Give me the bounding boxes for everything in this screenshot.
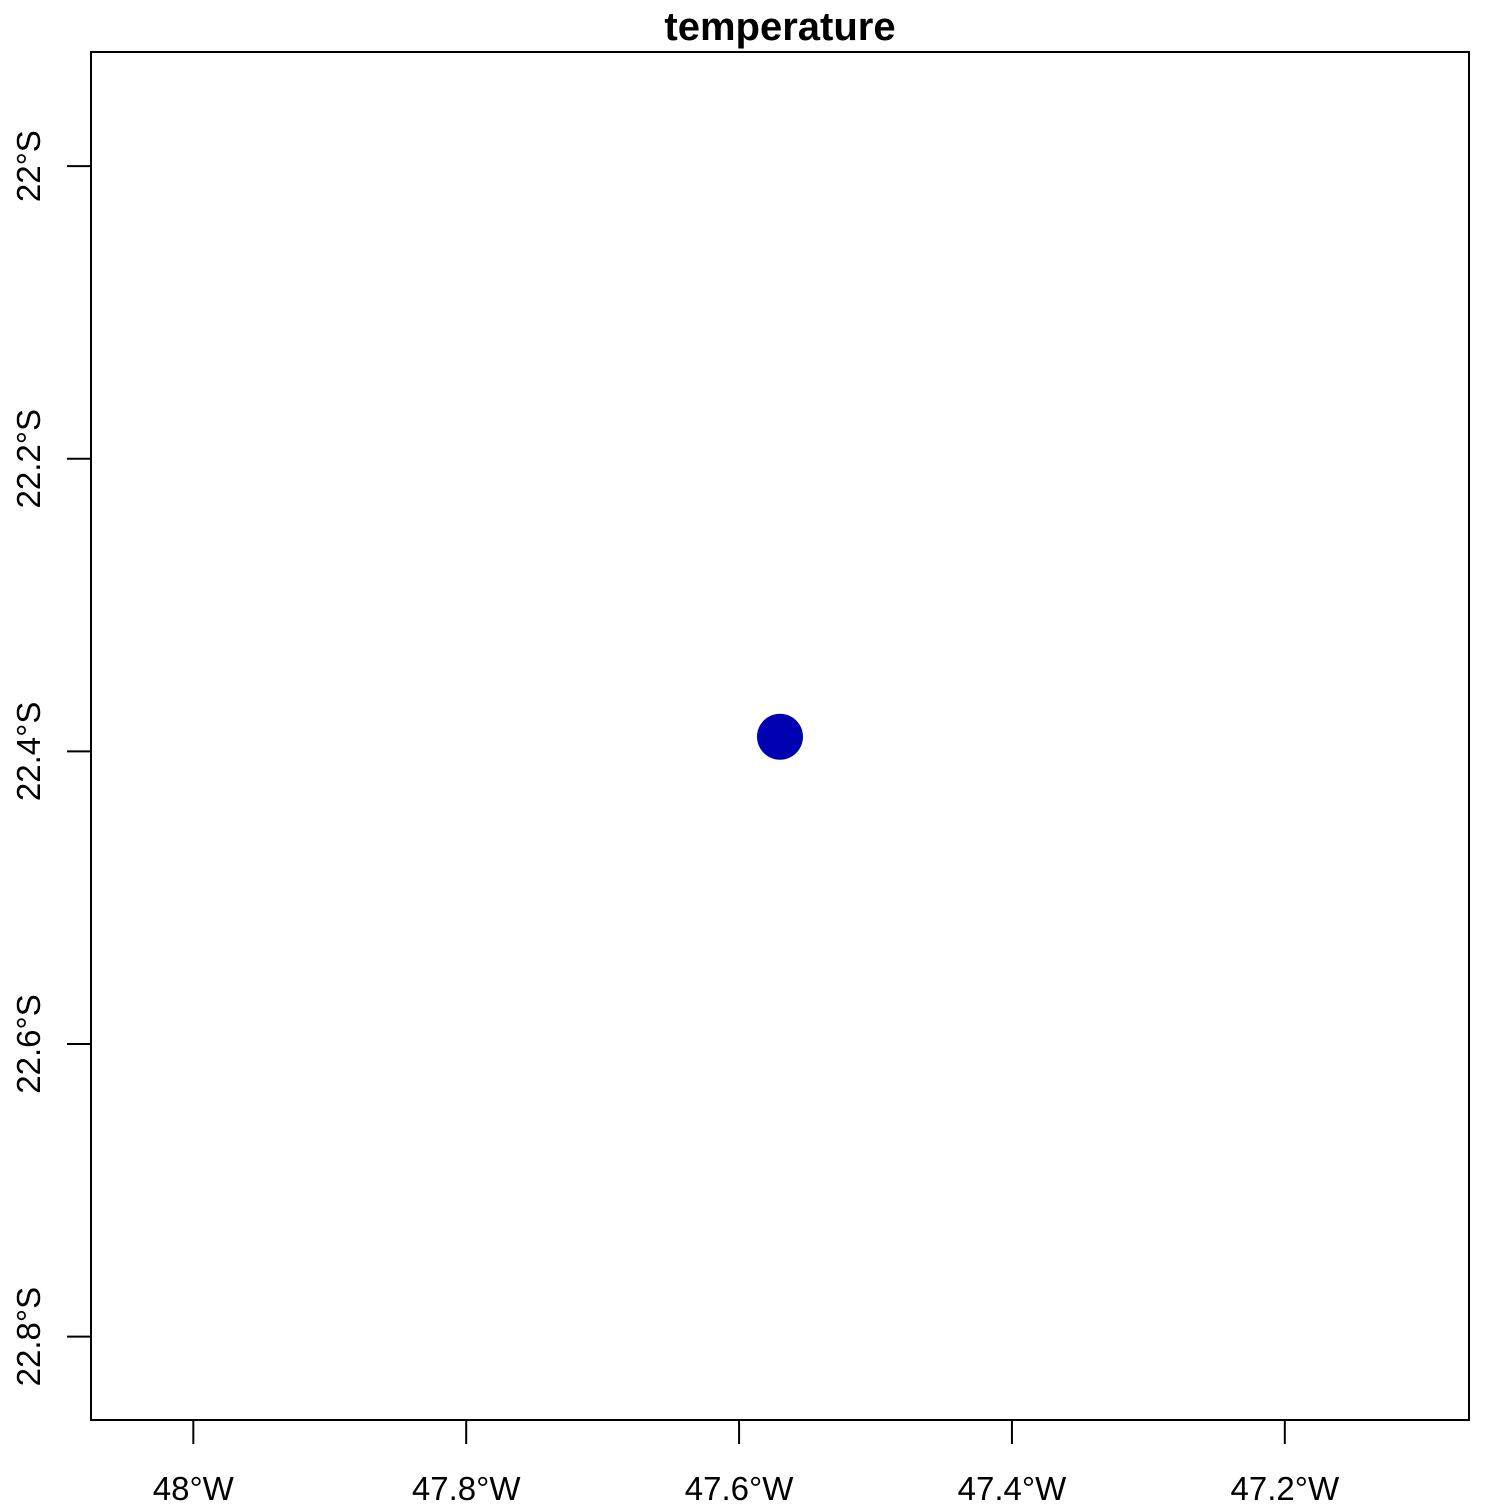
x-tick-label: 47.4°W [958, 1470, 1067, 1507]
y-tick-label: 22°S [10, 130, 47, 202]
x-tick-label: 47.8°W [412, 1470, 521, 1507]
y-tick-label: 22.6°S [10, 994, 47, 1093]
x-tick-label: 48°W [153, 1470, 235, 1507]
x-axis: 48°W 47.8°W 47.6°W 47.4°W 47.2°W [153, 1420, 1340, 1507]
y-tick-label: 22.2°S [10, 409, 47, 508]
y-axis: 22°S 22.2°S 22.4°S 22.6°S 22.8°S [10, 130, 91, 1386]
data-point [757, 713, 803, 760]
y-tick-label: 22.8°S [10, 1287, 47, 1386]
chart-title: temperature [664, 5, 895, 49]
data-points [757, 713, 803, 760]
plot-frame [90, 51, 1470, 1421]
y-tick-label: 22.4°S [10, 702, 47, 801]
x-tick-label: 47.6°W [685, 1470, 794, 1507]
x-tick-label: 47.2°W [1231, 1470, 1340, 1507]
